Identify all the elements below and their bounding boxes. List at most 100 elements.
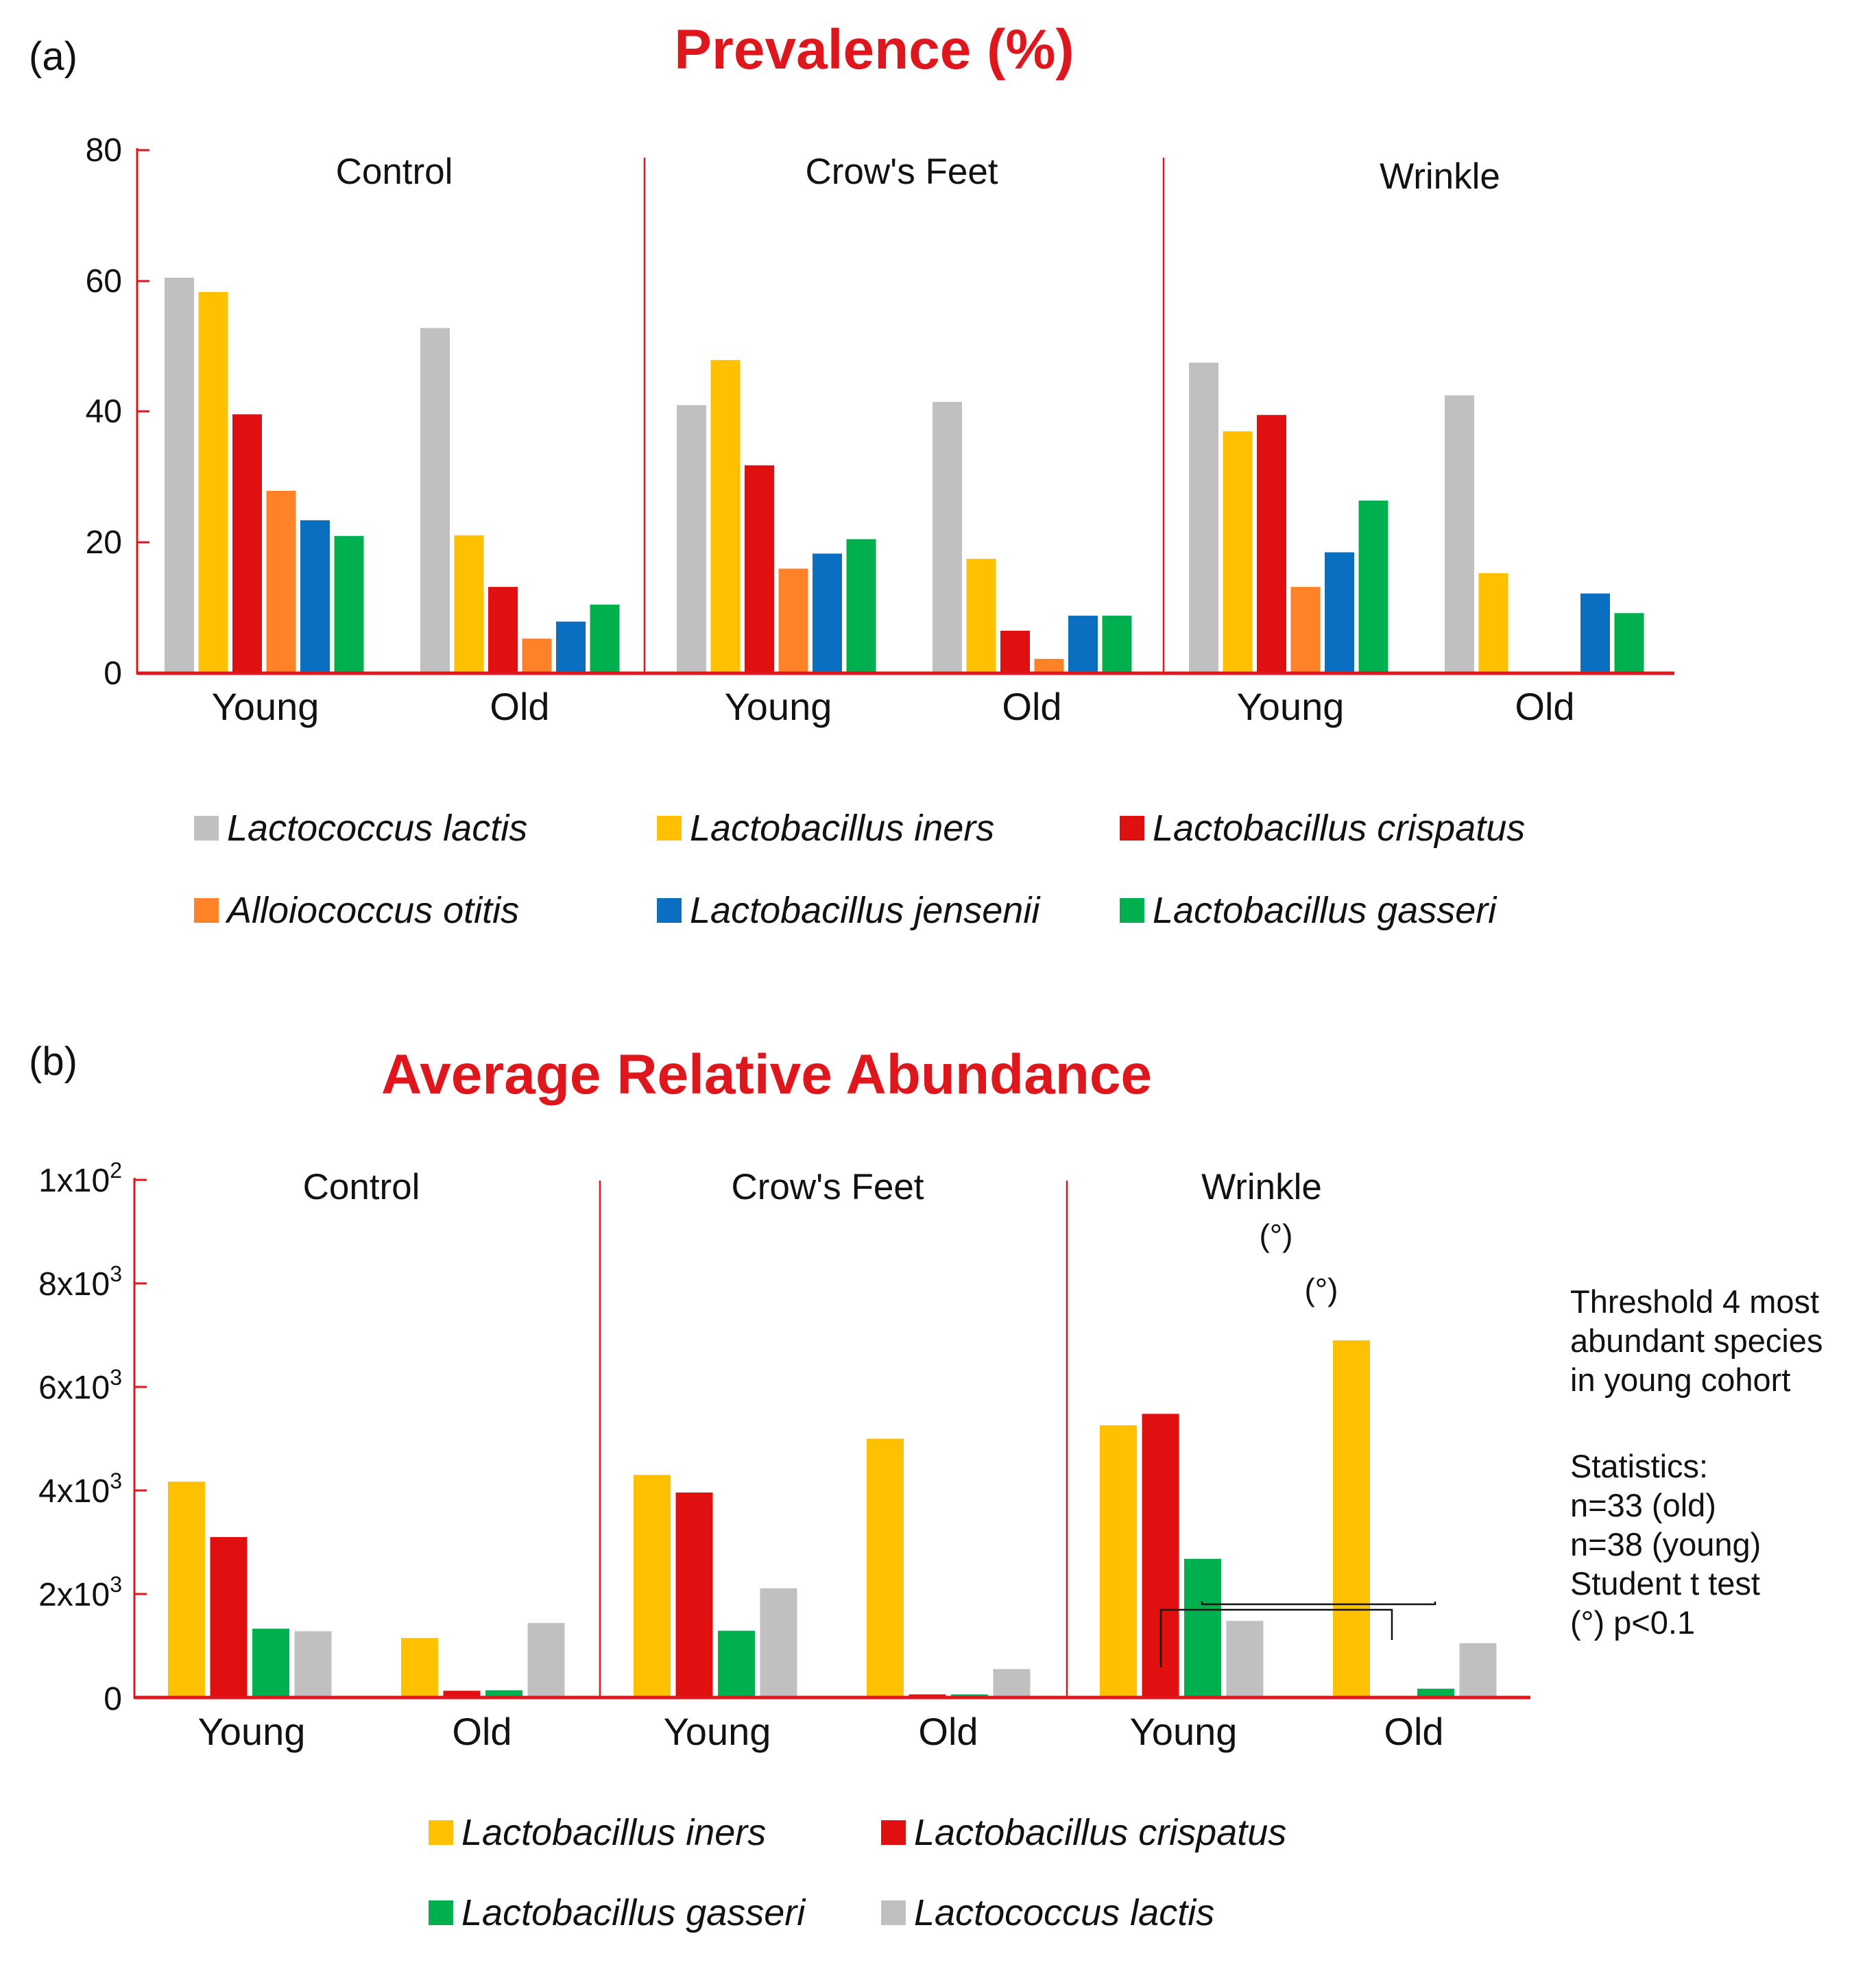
legend-label-lactobacillus-jensenii: Lactobacillus jensenii [690, 890, 1041, 931]
panel-b-y-tick-label: 8x103 [38, 1261, 122, 1303]
bar-crow-s-feet-old-lactobacillus-jensenii [1068, 616, 1098, 673]
panel-a-axes [136, 148, 1674, 675]
panel-a-y-tick-label: 60 [86, 263, 122, 300]
bar-crow-s-feet-young-lactococcus-lactis [760, 1588, 797, 1698]
panel-a-title: Prevalence (%) [674, 19, 1074, 81]
panel-b-y-tick-label: 6x103 [38, 1365, 122, 1406]
legend-swatch-lactobacillus-gasseri [1120, 898, 1144, 923]
legend-label-lactobacillus-crispatus: Lactobacillus crispatus [1153, 808, 1525, 849]
panel-b-bars [168, 1340, 1497, 1698]
bar-crow-s-feet-young-lactococcus-lactis [677, 404, 706, 673]
legend-label-alloiococcus-otitis: Alloiococcus otitis [225, 890, 519, 931]
bar-wrinkle-old-lactobacillus-gasseri [1417, 1689, 1454, 1698]
bar-crow-s-feet-young-lactobacillus-crispatus [675, 1493, 713, 1698]
bar-control-old-lactobacillus-crispatus [488, 587, 518, 673]
bar-control-old-alloiococcus-otitis [522, 638, 552, 673]
panel-a-y-tick-label: 0 [104, 655, 122, 692]
significance-label-crispatus: (°) [1304, 1272, 1338, 1307]
bar-crow-s-feet-young-alloiococcus-otitis [778, 568, 808, 673]
bar-control-old-lactococcus-lactis [527, 1623, 565, 1698]
note-threshold-line: in young cohort [1570, 1362, 1790, 1398]
note-statistics-line: (°) p<0.1 [1570, 1604, 1695, 1641]
bar-crow-s-feet-old-alloiococcus-otitis [1034, 659, 1064, 673]
bar-control-old-lactobacillus-iners [454, 535, 484, 673]
note-threshold-line: abundant species [1570, 1322, 1823, 1359]
note-statistics-line: n=33 (old) [1570, 1487, 1716, 1523]
bar-crow-s-feet-young-lactobacillus-gasseri [718, 1630, 755, 1698]
note-threshold-line: Threshold 4 most [1570, 1283, 1819, 1320]
bar-crow-s-feet-young-lactobacillus-jensenii [813, 553, 842, 673]
bar-control-old-lactobacillus-iners [401, 1638, 438, 1698]
significance-bracket-crispatus [1201, 1602, 1436, 1606]
panel-b-y-tick-label: 0 [104, 1681, 122, 1717]
bar-wrinkle-young-lactobacillus-iners [1223, 431, 1253, 673]
bar-wrinkle-old-lactobacillus-jensenii [1580, 593, 1610, 673]
significance-label-iners: (°) [1259, 1218, 1292, 1253]
panel-a-legend: Lactococcus lactis Lactobacillus iners L… [194, 808, 1525, 931]
panel-a-prevalence-chart: (a) Prevalence (%) Control Crow's Feet W… [29, 19, 1674, 931]
panel-b-section-label-control: Control [303, 1167, 420, 1207]
panel-a-group-label-young: Young [212, 685, 320, 728]
bar-control-young-lactobacillus-iners [198, 291, 228, 673]
panel-b-axes [133, 1178, 1530, 1700]
legend-label-lactobacillus-gasseri: Lactobacillus gasseri [1153, 890, 1498, 931]
panel-a-letter: (a) [29, 34, 77, 79]
bar-crow-s-feet-young-lactobacillus-iners [634, 1475, 671, 1698]
bar-wrinkle-young-lactobacillus-gasseri [1184, 1558, 1221, 1698]
bar-wrinkle-young-lactobacillus-iners [1100, 1425, 1137, 1698]
bar-wrinkle-old-lactococcus-lactis [1445, 395, 1474, 673]
bar-crow-s-feet-old-lactobacillus-crispatus [1000, 631, 1030, 673]
legend-swatch-lactobacillus-crispatus [881, 1820, 906, 1845]
legend-swatch-lactobacillus-crispatus [1120, 816, 1144, 841]
bar-wrinkle-old-lactobacillus-iners [1478, 573, 1508, 673]
bar-wrinkle-young-lactobacillus-gasseri [1358, 500, 1388, 673]
bar-control-old-lactobacillus-crispatus [443, 1691, 481, 1698]
bar-wrinkle-old-lactococcus-lactis [1459, 1643, 1497, 1698]
bar-control-old-lactococcus-lactis [420, 328, 450, 673]
panel-b-y-tick-label: 1x102 [38, 1158, 122, 1199]
panel-b-letter: (b) [29, 1039, 77, 1084]
bar-control-old-lactobacillus-gasseri [485, 1690, 522, 1698]
bar-control-young-lactobacillus-gasseri [252, 1628, 289, 1698]
bar-crow-s-feet-young-lactobacillus-gasseri [846, 539, 876, 673]
bar-wrinkle-young-lactobacillus-jensenii [1325, 552, 1354, 673]
panel-a-bars [165, 277, 1644, 673]
panel-b-x-group-labels: Young Old Young Old Young Old [198, 1710, 1444, 1753]
panel-a-group-label-young: Young [1237, 685, 1345, 728]
bar-crow-s-feet-old-lactococcus-lactis [933, 402, 962, 673]
bar-control-young-lactobacillus-crispatus [210, 1536, 248, 1698]
legend-swatch-lactococcus-lactis [881, 1900, 906, 1925]
bar-control-young-lactobacillus-iners [168, 1482, 205, 1698]
legend-label-lactococcus-lactis: Lactococcus lactis [914, 1892, 1214, 1933]
bar-crow-s-feet-old-lactobacillus-gasseri [1102, 616, 1132, 673]
bar-wrinkle-old-lactobacillus-gasseri [1614, 613, 1644, 673]
legend-swatch-lactococcus-lactis [194, 816, 219, 841]
note-statistics-line: Student t test [1570, 1565, 1760, 1602]
bar-control-young-lactobacillus-jensenii [300, 520, 330, 673]
bar-control-old-lactobacillus-gasseri [590, 604, 620, 673]
panel-b-significance-brackets: (°) (°) [1159, 1218, 1436, 1667]
bar-crow-s-feet-young-lactobacillus-crispatus [745, 465, 774, 673]
note-statistics-line: n=38 (young) [1570, 1526, 1761, 1562]
panel-b-group-label-young: Young [198, 1710, 306, 1753]
panel-b-notes: Threshold 4 most abundant species in you… [1570, 1283, 1823, 1641]
bar-wrinkle-old-lactobacillus-iners [1333, 1340, 1370, 1698]
bar-control-old-lactobacillus-jensenii [556, 621, 586, 673]
panel-a-section-label-control: Control [336, 152, 453, 192]
legend-swatch-lactobacillus-iners [657, 816, 682, 841]
bar-control-young-lactobacillus-gasseri [334, 535, 364, 673]
panel-b-section-label-wrinkle: Wrinkle [1201, 1167, 1322, 1207]
bar-wrinkle-young-lactococcus-lactis [1189, 362, 1218, 673]
bar-crow-s-feet-young-lactobacillus-iners [710, 360, 741, 673]
legend-swatch-lactobacillus-gasseri [429, 1900, 453, 1925]
panel-b-y-tick-label: 4x103 [38, 1469, 122, 1510]
panel-a-group-label-old: Old [490, 685, 549, 728]
legend-swatch-lactobacillus-iners [429, 1820, 453, 1845]
panel-a-group-label-old: Old [1515, 685, 1574, 728]
panel-a-group-label-old: Old [1002, 685, 1061, 728]
legend-label-lactococcus-lactis: Lactococcus lactis [227, 808, 527, 849]
panel-b-title: Average Relative Abundance [381, 1043, 1152, 1106]
legend-swatch-lactobacillus-jensenii [657, 898, 682, 923]
panel-b-group-label-young: Young [664, 1710, 771, 1753]
